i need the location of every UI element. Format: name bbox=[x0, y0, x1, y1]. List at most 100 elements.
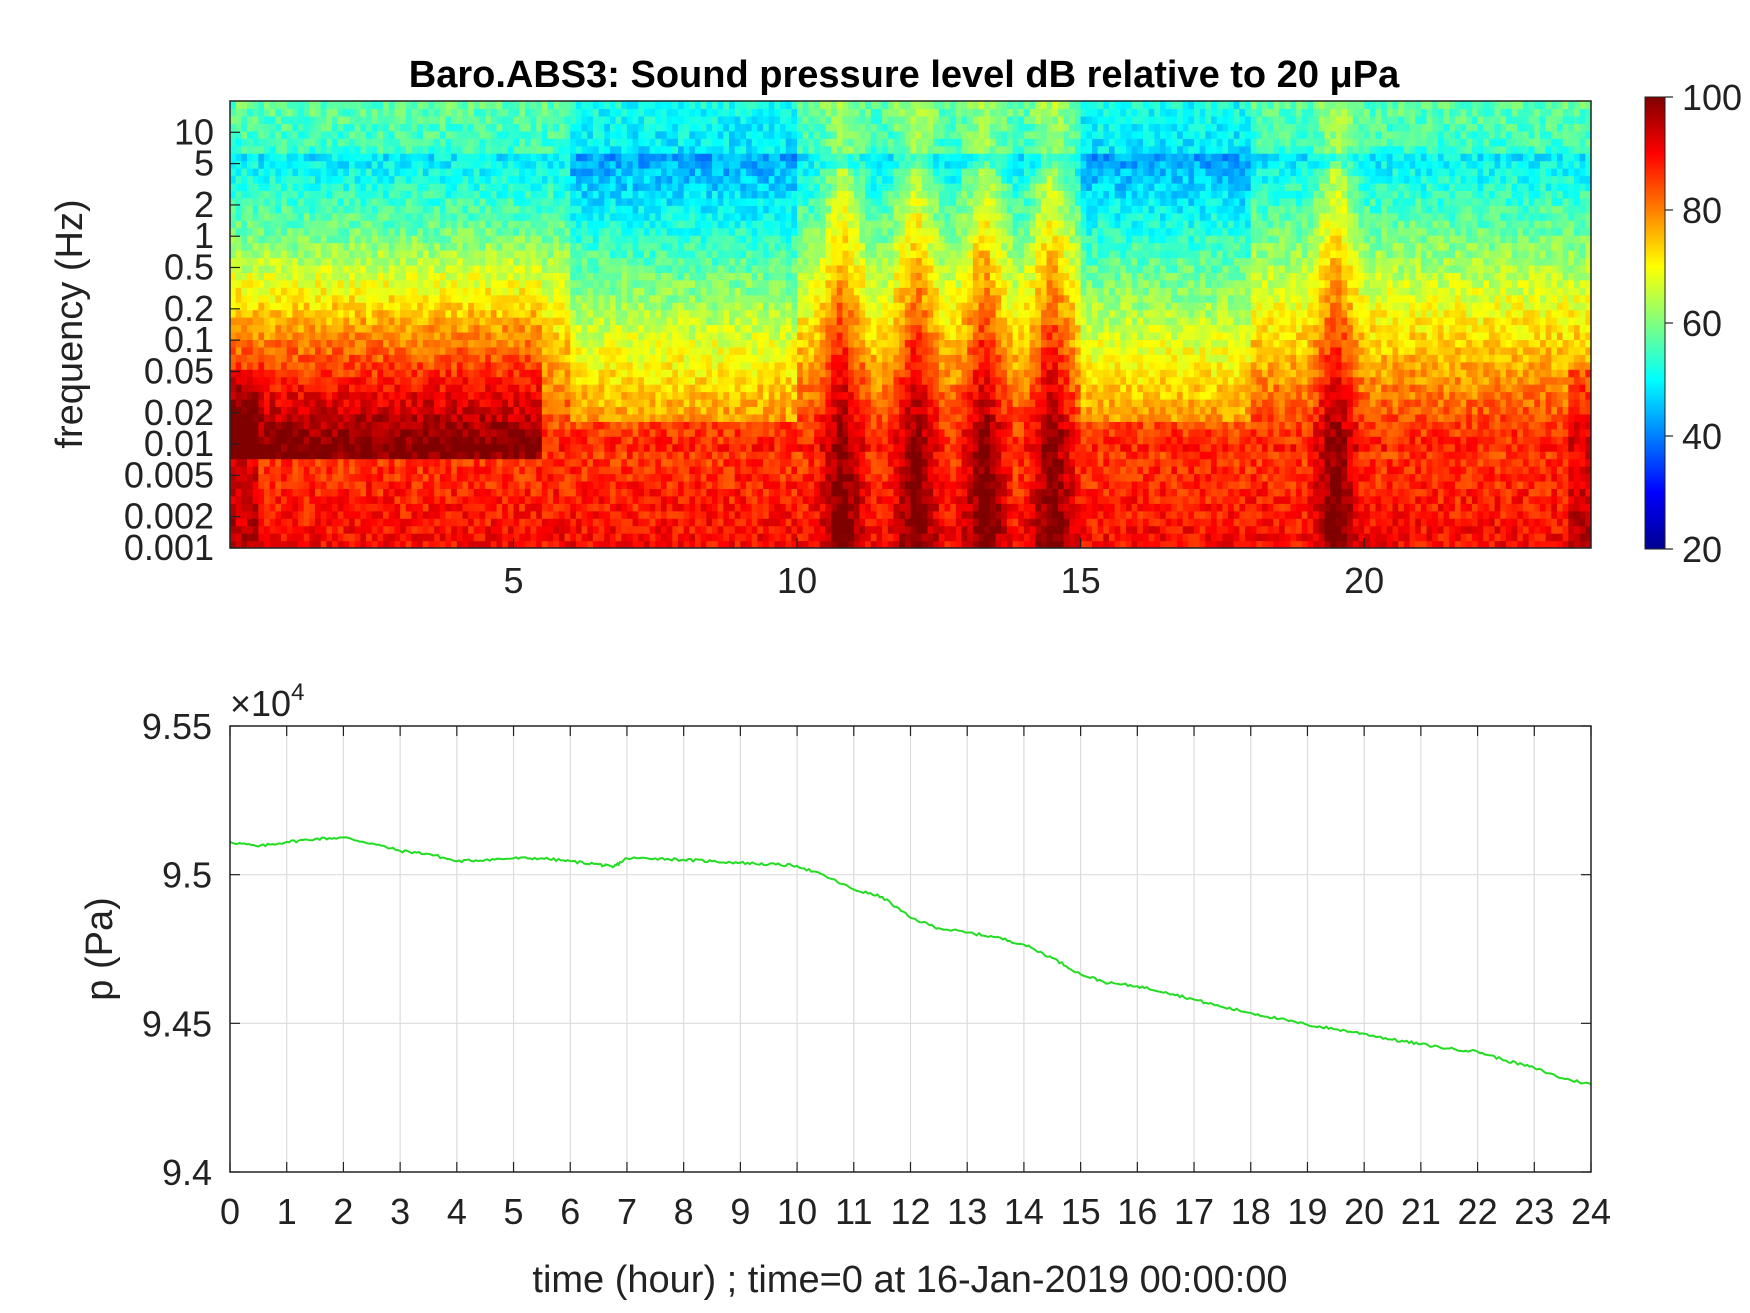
spectrogram-cell bbox=[462, 220, 469, 229]
spectrogram-cell bbox=[473, 384, 481, 393]
spectrogram-cell bbox=[507, 235, 515, 244]
spectrogram-cell bbox=[400, 384, 407, 393]
spectrogram-cell bbox=[434, 391, 441, 400]
spectrogram-cell bbox=[655, 130, 662, 139]
spectrogram-cell bbox=[332, 480, 339, 489]
spectrogram-cell bbox=[632, 153, 639, 162]
spectrogram-cell bbox=[417, 235, 424, 244]
spectrogram-cell bbox=[354, 302, 362, 311]
spectrogram-cell bbox=[230, 287, 237, 296]
spectrogram-cell bbox=[621, 242, 628, 251]
spectrogram-cell bbox=[490, 220, 498, 229]
spectrogram-cell bbox=[462, 317, 469, 326]
spectrogram-cell bbox=[434, 384, 441, 393]
spectrogram-cell bbox=[456, 108, 464, 117]
spectrogram-cell bbox=[575, 138, 583, 147]
spectrogram-cell bbox=[536, 458, 543, 467]
spectrogram-cell bbox=[434, 145, 441, 154]
spectrogram-cell bbox=[615, 138, 622, 147]
spectrogram-cell bbox=[235, 473, 242, 482]
spectrogram-cell bbox=[547, 413, 554, 422]
spectrogram-cell bbox=[604, 212, 611, 221]
spectrogram-cell bbox=[507, 436, 515, 445]
spectrogram-cell bbox=[462, 331, 469, 340]
spectrogram-cell bbox=[592, 399, 600, 408]
spectrogram-cell bbox=[496, 220, 503, 229]
spectrogram-cell bbox=[388, 317, 396, 326]
spectrogram-cell bbox=[230, 175, 237, 184]
spectrogram-cell bbox=[235, 533, 242, 542]
spectrogram-cell bbox=[519, 287, 526, 296]
spectrogram-cell bbox=[541, 421, 549, 430]
spectrogram-cell bbox=[660, 443, 668, 452]
spectrogram-cell bbox=[473, 212, 481, 221]
spectrogram-cell bbox=[468, 182, 475, 191]
spectrogram-cell bbox=[530, 369, 537, 378]
spectrogram-cell bbox=[292, 525, 299, 534]
spectrogram-cell bbox=[695, 488, 702, 497]
spectrogram-cell bbox=[507, 227, 515, 236]
spectrogram-cell bbox=[626, 279, 634, 288]
spectrogram-cell bbox=[439, 361, 447, 370]
spectrogram-cell bbox=[485, 138, 492, 147]
spectrogram-cell bbox=[343, 324, 350, 333]
spectrogram-cell bbox=[269, 153, 276, 162]
spectrogram-cell bbox=[230, 190, 237, 199]
spectrogram-cell bbox=[598, 302, 605, 311]
spectrogram-cell bbox=[485, 525, 492, 534]
spectrogram-cell bbox=[303, 458, 310, 467]
spectrogram-cell bbox=[337, 182, 345, 191]
spectrogram-cell bbox=[298, 406, 305, 415]
spectrogram-cell bbox=[377, 272, 384, 281]
spectrogram-cell bbox=[536, 123, 543, 132]
spectrogram-cell bbox=[320, 302, 327, 311]
spectrogram-cell bbox=[655, 123, 662, 132]
spectrogram-cell bbox=[286, 376, 293, 385]
spectrogram-cell bbox=[570, 279, 577, 288]
spectrogram-cell bbox=[292, 272, 299, 281]
spectrogram-cell bbox=[298, 391, 305, 400]
spectrogram-cell bbox=[428, 510, 435, 519]
spectrogram-cell bbox=[530, 540, 537, 548]
spectrogram-cell bbox=[655, 175, 662, 184]
spectrogram-cell bbox=[462, 510, 469, 519]
spectrogram-cell bbox=[558, 160, 566, 169]
spectrogram-cell bbox=[530, 518, 537, 527]
spectrogram-cell bbox=[354, 138, 362, 147]
spectrogram-cell bbox=[428, 160, 435, 169]
spectrogram-cell bbox=[547, 503, 554, 512]
spectrogram-cell bbox=[513, 160, 520, 169]
spectrogram-cell bbox=[672, 272, 679, 281]
spectrogram-cell bbox=[366, 160, 373, 169]
spectrogram-cell bbox=[485, 436, 492, 445]
spectrogram-cell bbox=[264, 153, 271, 162]
spectrogram-cell bbox=[468, 384, 475, 393]
spectrogram-cell bbox=[609, 168, 617, 177]
spectrogram-cell bbox=[360, 473, 367, 482]
spectrogram-cell bbox=[411, 525, 418, 534]
spectrogram-cell bbox=[683, 376, 690, 385]
spectrogram-cell bbox=[609, 317, 617, 326]
spectrogram-cell bbox=[252, 421, 259, 430]
spectrogram-cell bbox=[700, 436, 707, 445]
spectrogram-cell bbox=[354, 257, 362, 266]
spectrogram-cell bbox=[485, 101, 492, 110]
spectrogram-cell bbox=[230, 257, 237, 266]
spectrogram-cell bbox=[462, 399, 469, 408]
spectrogram-cell bbox=[462, 346, 469, 355]
spectrogram-cell bbox=[377, 354, 384, 363]
spectrogram-cell bbox=[592, 153, 600, 162]
spectrogram-cell bbox=[315, 205, 322, 214]
spectrogram-cell bbox=[689, 168, 696, 177]
spectrogram-cell bbox=[394, 421, 401, 430]
spectrogram-cell bbox=[411, 123, 418, 132]
spectrogram-cell bbox=[683, 480, 690, 489]
spectrogram-cell bbox=[230, 235, 237, 244]
spectrogram-cell bbox=[592, 384, 600, 393]
spectrogram-cell bbox=[587, 376, 594, 385]
spectrogram-cell bbox=[275, 175, 282, 184]
spectrogram-cell bbox=[479, 168, 486, 177]
spectrogram-cell bbox=[660, 101, 668, 110]
spectrogram-cell bbox=[479, 443, 486, 452]
spectrogram-cell bbox=[581, 115, 588, 124]
